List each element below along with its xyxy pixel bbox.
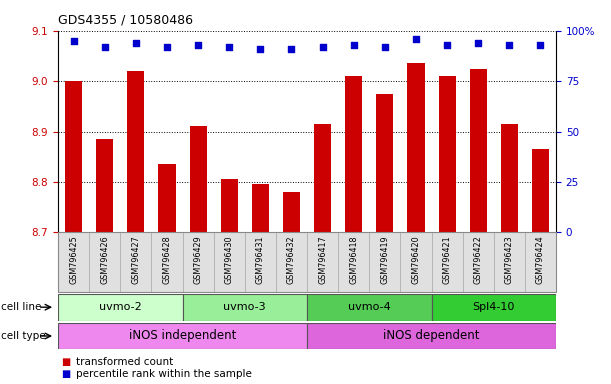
Bar (58, 294, 183, 321)
Text: GSM796427: GSM796427 (131, 235, 141, 284)
Point (411, 36, 421, 42)
Text: GSM796425: GSM796425 (69, 235, 78, 284)
Bar (245, 232, 276, 292)
Bar (532, 149, 549, 232)
Bar (307, 232, 338, 292)
Point (193, 42, 203, 48)
Text: GSM796432: GSM796432 (287, 235, 296, 284)
Bar (89, 232, 120, 292)
Point (162, 44, 172, 50)
Bar (214, 232, 245, 292)
Bar (283, 192, 300, 232)
Bar (494, 232, 525, 292)
Bar (431, 232, 463, 292)
Text: GSM796419: GSM796419 (380, 235, 389, 284)
Bar (189, 126, 207, 232)
Bar (183, 294, 307, 321)
Point (349, 42, 359, 48)
Bar (408, 63, 425, 232)
Bar (338, 232, 369, 292)
Bar (307, 294, 431, 321)
Point (505, 42, 514, 48)
Text: GSM796422: GSM796422 (474, 235, 483, 284)
Bar (183, 232, 214, 292)
Point (318, 44, 327, 50)
Text: GSM796423: GSM796423 (505, 235, 514, 284)
Point (380, 44, 390, 50)
Text: GSM796417: GSM796417 (318, 235, 327, 284)
Point (287, 46, 296, 52)
Text: GSM796429: GSM796429 (194, 235, 203, 284)
Bar (345, 76, 362, 232)
Text: percentile rank within the sample: percentile rank within the sample (76, 369, 252, 379)
Text: iNOS dependent: iNOS dependent (383, 329, 480, 343)
Bar (152, 232, 183, 292)
Point (131, 40, 141, 46)
Point (224, 44, 234, 50)
Text: GDS4355 / 10580486: GDS4355 / 10580486 (58, 13, 193, 26)
Point (68, 38, 78, 44)
Text: GSM796421: GSM796421 (442, 235, 452, 284)
Bar (376, 94, 393, 232)
Point (536, 42, 546, 48)
Text: GSM796420: GSM796420 (411, 235, 420, 284)
Text: iNOS independent: iNOS independent (129, 329, 236, 343)
Bar (127, 71, 144, 232)
Text: cell line: cell line (1, 302, 42, 312)
Point (100, 44, 109, 50)
Bar (65, 81, 82, 232)
Text: transformed count: transformed count (76, 357, 174, 367)
Point (442, 42, 452, 48)
Bar (96, 139, 113, 232)
Bar (58, 323, 307, 349)
Text: ■: ■ (61, 369, 70, 379)
Bar (120, 232, 152, 292)
Bar (369, 232, 400, 292)
Text: GSM796418: GSM796418 (349, 235, 358, 284)
Text: ■: ■ (61, 357, 70, 367)
Bar (470, 68, 487, 232)
Text: GSM796424: GSM796424 (536, 235, 545, 284)
Bar (463, 232, 494, 292)
Bar (525, 232, 556, 292)
Bar (58, 232, 89, 292)
Text: uvmo-2: uvmo-2 (99, 302, 142, 312)
Bar (276, 232, 307, 292)
Bar (501, 124, 518, 232)
Bar (400, 232, 431, 292)
Text: uvmo-3: uvmo-3 (224, 302, 266, 312)
Bar (158, 164, 175, 232)
Text: GSM796431: GSM796431 (256, 235, 265, 284)
Bar (307, 323, 556, 349)
Text: GSM796428: GSM796428 (163, 235, 172, 284)
Point (474, 40, 483, 46)
Bar (431, 294, 556, 321)
Text: uvmo-4: uvmo-4 (348, 302, 390, 312)
Text: GSM796430: GSM796430 (225, 235, 234, 284)
Bar (252, 184, 269, 232)
Text: Spl4-10: Spl4-10 (472, 302, 515, 312)
Bar (221, 179, 238, 232)
Point (255, 46, 265, 52)
Text: cell type: cell type (1, 331, 46, 341)
Bar (314, 124, 331, 232)
Text: GSM796426: GSM796426 (100, 235, 109, 284)
Bar (439, 76, 456, 232)
